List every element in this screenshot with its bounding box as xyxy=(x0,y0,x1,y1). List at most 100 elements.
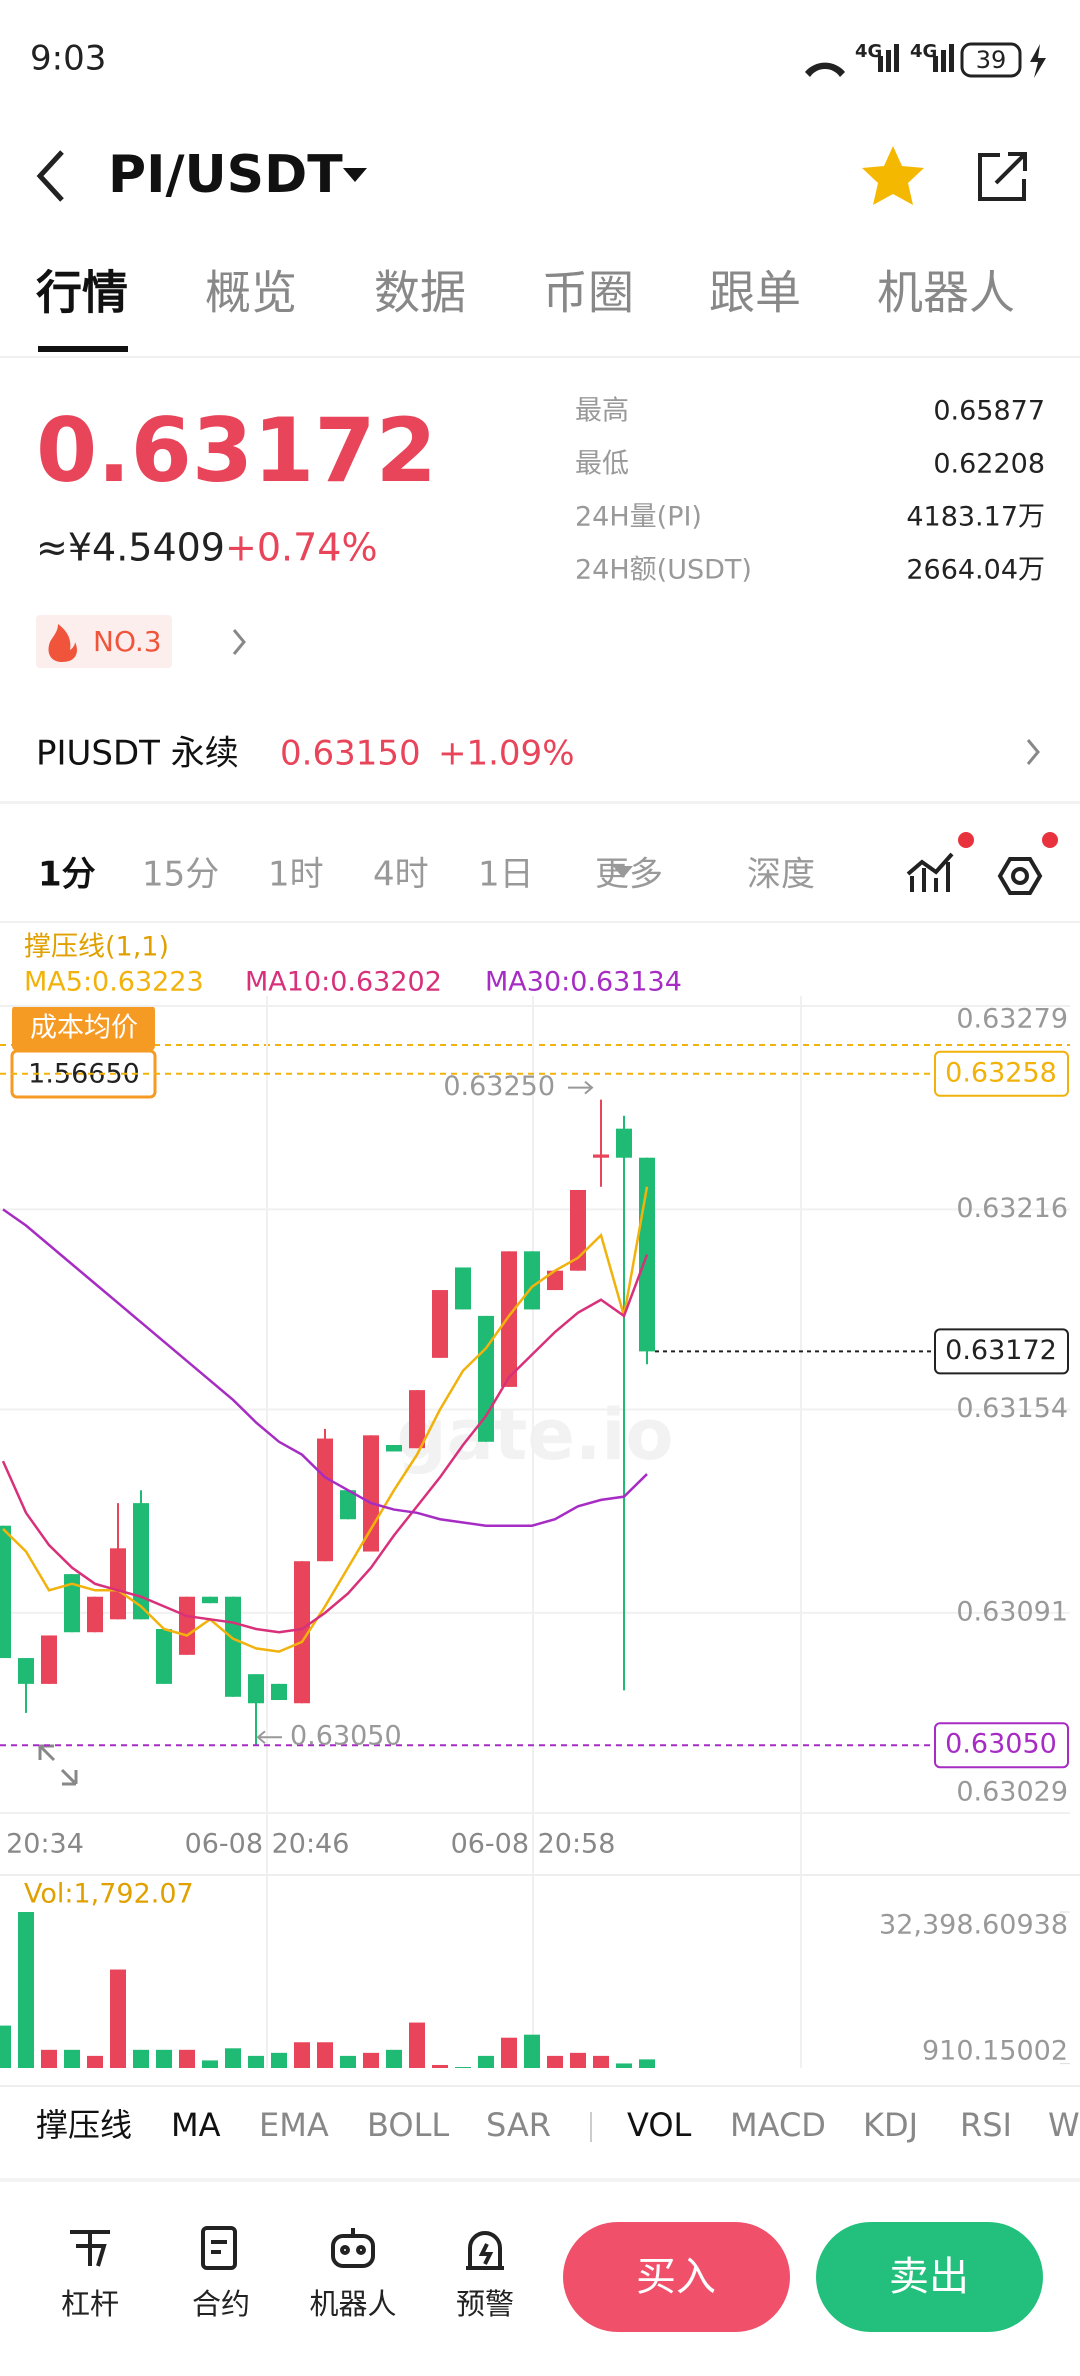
tab[interactable]: 概览 xyxy=(205,266,297,320)
bottom-item[interactable]: 机器人 xyxy=(309,2287,396,2321)
volume-bar xyxy=(202,2060,218,2068)
indicator-tab[interactable]: W xyxy=(1048,2106,1080,2144)
volume-bar xyxy=(616,2063,632,2068)
chevron[interactable] xyxy=(232,629,246,655)
chevron[interactable] xyxy=(1026,739,1040,765)
chart-tools[interactable] xyxy=(906,852,1043,895)
indicator-tab[interactable]: RSI xyxy=(960,2106,1012,2144)
pair-dropdown[interactable] xyxy=(343,168,367,182)
candle-body xyxy=(547,1270,563,1291)
volume-bar xyxy=(110,1969,126,2068)
ma-line xyxy=(2,1208,648,1527)
tab[interactable]: 跟单 xyxy=(709,266,801,320)
buy-button[interactable] xyxy=(563,2222,790,2332)
tab[interactable]: 币圈 xyxy=(542,266,634,320)
badge-dot xyxy=(1042,832,1058,848)
legend-entry: MA10:0.63202 xyxy=(245,967,442,998)
share[interactable] xyxy=(978,152,1027,201)
volume-bar xyxy=(248,2055,264,2068)
legend-entry: MA30:0.63134 xyxy=(485,967,682,998)
indicator-tab[interactable]: BOLL xyxy=(367,2106,449,2144)
tab[interactable]: 行情 xyxy=(36,266,128,320)
candle-body xyxy=(179,1596,195,1655)
bottom-item[interactable]: 预警 xyxy=(456,2287,514,2321)
sell-label[interactable]: 卖出 xyxy=(889,2254,969,2300)
interval[interactable]: 15分 xyxy=(142,855,219,895)
volume-bar xyxy=(0,2025,11,2068)
interval[interactable]: 1日 xyxy=(478,855,534,895)
stat-value: 4183.17万 xyxy=(906,502,1045,533)
volume-tick-label: 32,398.60938 xyxy=(879,1910,1068,1941)
volume-bar xyxy=(271,2052,287,2068)
pair[interactable]: PI/USDT xyxy=(108,145,343,205)
volume-bar xyxy=(317,2042,333,2068)
back[interactable] xyxy=(36,150,64,202)
network: 4G xyxy=(910,41,937,62)
more-dropdown[interactable] xyxy=(613,866,633,878)
charging xyxy=(1030,44,1046,78)
bar-shadow xyxy=(0,2178,1080,2182)
indicator-tab[interactable]: VOL xyxy=(627,2106,692,2144)
volume-bar xyxy=(386,2049,402,2068)
interval[interactable]: 更多 xyxy=(595,855,663,895)
tab[interactable]: 数据 xyxy=(374,266,466,320)
candle-body xyxy=(340,1490,356,1520)
perpetual-change: +1.09% xyxy=(438,734,575,774)
volume-tick-label: 910.15002 xyxy=(922,2036,1068,2067)
candle-body xyxy=(409,1390,425,1449)
price-line-label: 0.63172 xyxy=(945,1335,1057,1366)
candle-body xyxy=(317,1438,333,1562)
volume-bar xyxy=(524,2034,540,2068)
candle-body xyxy=(593,1154,609,1158)
perpetual-name[interactable]: PIUSDT 永续 xyxy=(36,734,239,774)
y-tick-label: 0.63029 xyxy=(956,1777,1068,1808)
y-tick-label: 0.63216 xyxy=(956,1193,1068,1224)
interval[interactable]: 4时 xyxy=(373,855,429,895)
y-tick-label: 0.63154 xyxy=(956,1393,1068,1424)
low-label: 0.63050 xyxy=(290,1721,402,1752)
indicator-tab[interactable]: MACD xyxy=(730,2106,826,2144)
indicator-tab[interactable]: EMA xyxy=(259,2106,329,2144)
expand-icon[interactable] xyxy=(38,1744,78,1786)
volume-bar xyxy=(432,2064,448,2068)
last-price: 0.63172 xyxy=(36,399,437,502)
interval[interactable]: 深度 xyxy=(747,855,815,895)
sell-button[interactable] xyxy=(816,2222,1043,2332)
indicator-tab[interactable]: KDJ xyxy=(863,2106,918,2144)
volume-bar xyxy=(593,2055,609,2068)
cny-price: ≈¥4.5409 xyxy=(36,526,225,570)
indicator-tab[interactable]: MA xyxy=(171,2106,221,2144)
candle-body xyxy=(570,1189,586,1271)
buy-label[interactable]: 买入 xyxy=(636,2254,716,2300)
candle-body xyxy=(386,1445,402,1452)
tab[interactable]: 机器人 xyxy=(877,266,1015,320)
indicator-tab[interactable]: SAR xyxy=(486,2106,551,2144)
ma-line xyxy=(2,1186,649,1653)
indicator-tab[interactable]: 撑压线 xyxy=(36,2106,132,2144)
volume-bar xyxy=(570,2052,586,2068)
interval[interactable]: 1分 xyxy=(38,855,96,895)
x-tick-label: 06-08 20:46 xyxy=(185,1829,350,1860)
price-line-box xyxy=(934,1328,1069,1375)
bottom-item[interactable]: 杠杆 xyxy=(61,2287,119,2321)
stat-label: 24H额(USDT) xyxy=(575,555,752,586)
price-line-label: 0.63258 xyxy=(945,1057,1057,1088)
favorite[interactable] xyxy=(862,146,924,205)
change: +0.74% xyxy=(225,526,378,570)
volume-bar xyxy=(87,2055,103,2068)
volume-bar xyxy=(501,2037,517,2068)
volume-bar xyxy=(179,2049,195,2068)
volume-bar xyxy=(18,1912,34,2068)
signal-icons xyxy=(805,44,954,77)
candle-body xyxy=(225,1596,241,1697)
candle-body xyxy=(248,1674,264,1704)
interval[interactable]: 1时 xyxy=(268,855,324,895)
y-tick-label: 0.63279 xyxy=(956,1004,1068,1035)
candle-body xyxy=(41,1635,57,1684)
stat-label: 24H量(PI) xyxy=(575,502,702,533)
cost-badge xyxy=(12,1005,155,1051)
fire-icon xyxy=(48,624,77,662)
bottom-icons[interactable] xyxy=(70,2226,504,2270)
bottom-item[interactable]: 合约 xyxy=(192,2287,250,2321)
indicator-title: 撑压线(1,1) xyxy=(24,932,169,963)
